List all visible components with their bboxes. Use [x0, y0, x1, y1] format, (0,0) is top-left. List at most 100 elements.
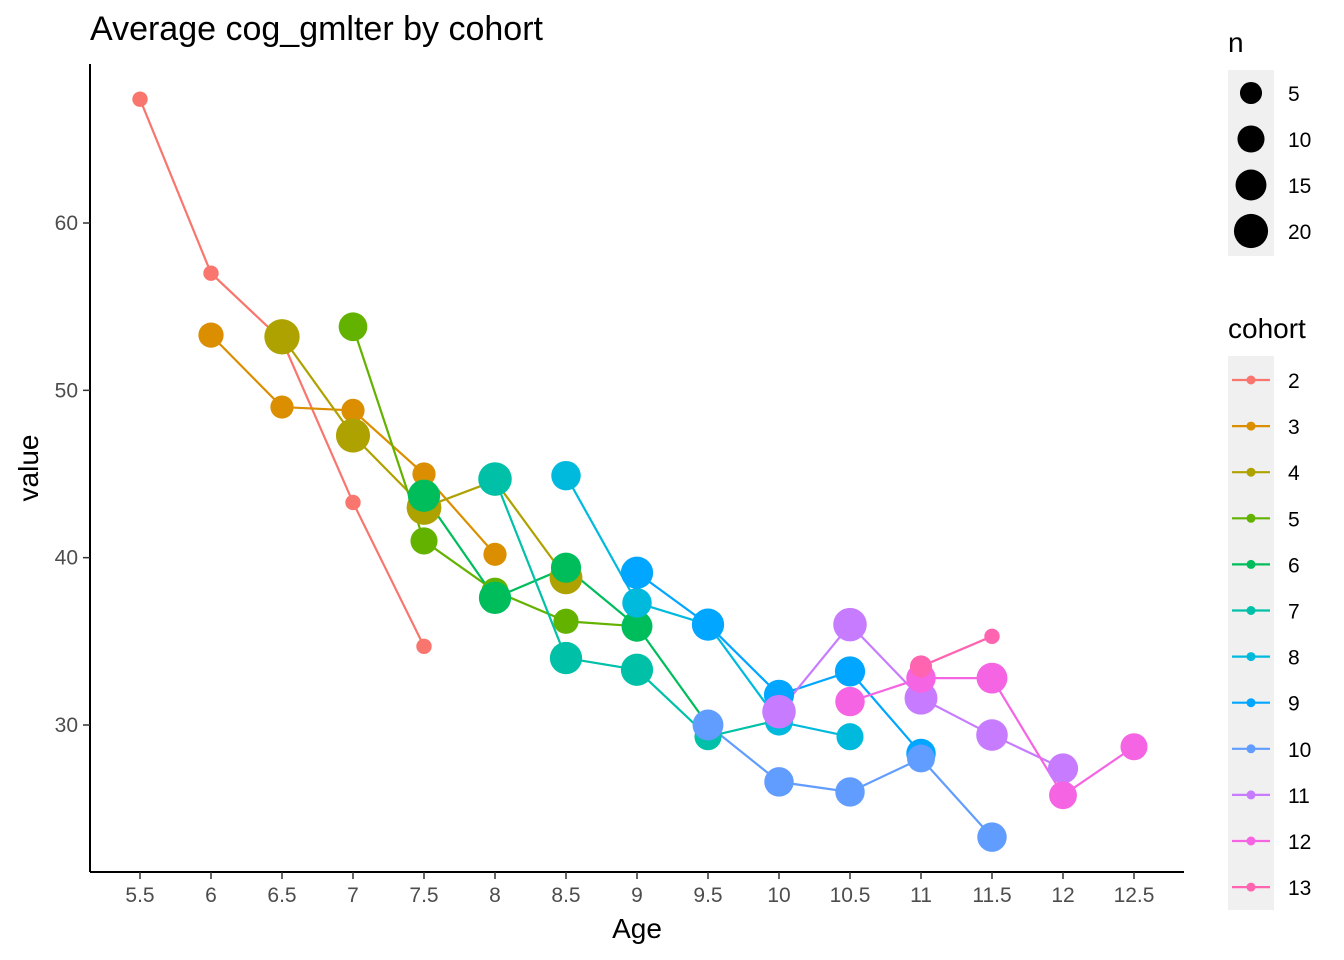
color-legend-key — [1246, 836, 1256, 846]
color-legend-key — [1246, 559, 1256, 569]
y-axis-title: value — [13, 435, 44, 502]
series-line — [565, 475, 851, 738]
data-point — [622, 588, 652, 618]
x-tick-label: 10 — [767, 884, 790, 907]
color-legend-key — [1246, 421, 1256, 431]
data-point — [620, 653, 654, 686]
data-point — [553, 608, 579, 634]
data-point — [549, 641, 583, 675]
color-legend-title: cohort — [1228, 313, 1306, 344]
color-legend-key — [1246, 790, 1256, 800]
data-point — [198, 322, 224, 348]
x-tick-label: 9 — [631, 884, 643, 907]
x-tick-label: 9.5 — [693, 884, 722, 907]
x-tick-label: 5.5 — [125, 884, 154, 907]
x-tick-label: 10.5 — [830, 884, 871, 907]
data-point — [976, 719, 1008, 751]
size-legend-label: 15 — [1288, 175, 1311, 198]
series-cohort-8 — [565, 475, 851, 738]
data-point — [762, 694, 796, 729]
x-tick-label: 6.5 — [267, 884, 296, 907]
data-point — [620, 556, 654, 589]
size-legend-title: n — [1228, 27, 1244, 58]
data-point — [345, 494, 361, 511]
data-point — [621, 610, 653, 642]
data-point — [478, 462, 512, 496]
size-legend: 5 10 15 20 — [1228, 70, 1311, 256]
size-legend-key — [1237, 125, 1265, 153]
data-point — [976, 662, 1008, 694]
series-cohort-2 — [138, 98, 425, 647]
x-tick-label: 6 — [205, 884, 217, 907]
data-point — [478, 581, 512, 614]
series-cohort-13 — [920, 635, 993, 668]
y-tick-label: 50 — [55, 379, 78, 402]
data-point — [416, 638, 432, 655]
data-point — [835, 686, 865, 717]
data-point — [407, 479, 441, 512]
color-legend-label: 13 — [1288, 877, 1311, 900]
color-legend-label: 7 — [1288, 601, 1300, 624]
data-point — [483, 542, 507, 566]
color-legend-label: 11 — [1288, 785, 1310, 808]
data-point — [341, 398, 365, 423]
data-point — [335, 418, 371, 453]
x-tick-label: 11 — [910, 884, 932, 907]
data-point — [132, 91, 148, 107]
size-legend-label: 10 — [1288, 129, 1311, 152]
data-point — [550, 552, 582, 583]
size-legend-label: 5 — [1288, 83, 1300, 106]
color-legend-key — [1246, 513, 1256, 523]
series-points-cohort-9 — [620, 556, 936, 769]
data-point — [338, 312, 368, 342]
chart-title: Average cog_gmlter by cohort — [90, 10, 544, 48]
data-point — [1047, 753, 1079, 784]
data-point — [835, 777, 865, 807]
color-legend-label: 12 — [1288, 831, 1311, 854]
data-point — [984, 628, 1000, 645]
color-legend-label: 10 — [1288, 739, 1311, 762]
color-legend-key — [1246, 375, 1256, 385]
series-points-cohort-12 — [835, 662, 1148, 810]
data-point — [836, 723, 864, 751]
data-point — [203, 265, 219, 281]
color-legend-label: 6 — [1288, 554, 1300, 577]
size-legend-key — [1233, 213, 1269, 249]
size-legend-key — [1235, 169, 1267, 201]
x-tick-label: 11.5 — [972, 884, 1011, 907]
plot-area — [132, 91, 1148, 852]
data-point — [264, 319, 300, 355]
data-point — [909, 655, 933, 678]
data-point — [977, 822, 1007, 852]
color-legend-label: 8 — [1288, 647, 1300, 670]
data-point — [551, 460, 581, 491]
color-legend-label: 5 — [1288, 508, 1300, 531]
series-points-cohort-13 — [909, 628, 1000, 678]
x-axis-title: Age — [612, 913, 662, 944]
y-tick-label: 60 — [55, 212, 78, 235]
color-legend: 2 3 4 5 6 7 8 9 10 11 12 13 — [1228, 356, 1311, 910]
color-legend-label: 4 — [1288, 462, 1300, 485]
data-point — [764, 767, 794, 797]
y-tick-label: 40 — [55, 547, 78, 570]
series-line — [920, 635, 993, 668]
data-point — [410, 527, 438, 555]
color-legend-key — [1246, 744, 1256, 754]
y-tick-label: 30 — [55, 714, 78, 737]
data-point — [691, 608, 725, 641]
data-point — [692, 709, 724, 741]
y-axis-ticks: 30 40 50 60 — [55, 212, 90, 737]
x-tick-label: 7.5 — [409, 884, 438, 907]
data-point — [907, 744, 935, 773]
x-axis-ticks: 5.5 6 6.5 7 7.5 8 8.5 9 9.5 10 10.5 11 11.5 12 12.5 — [125, 872, 1154, 907]
x-tick-label: 8.5 — [551, 884, 580, 907]
color-legend-label: 2 — [1288, 370, 1300, 393]
color-legend-key — [1246, 882, 1256, 892]
color-legend-key — [1246, 606, 1256, 615]
color-legend-key — [1246, 652, 1256, 662]
series-points-cohort-8 — [551, 460, 864, 751]
data-point — [834, 656, 866, 687]
size-legend-label: 20 — [1288, 221, 1311, 244]
data-point — [412, 462, 436, 486]
